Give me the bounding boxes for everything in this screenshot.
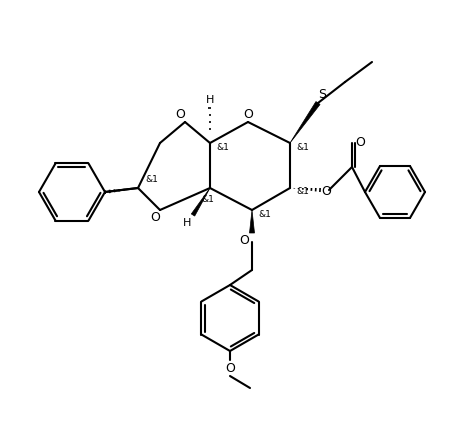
- Text: &1: &1: [216, 144, 229, 153]
- Polygon shape: [249, 210, 254, 233]
- Text: H: H: [205, 95, 214, 105]
- Text: &1: &1: [258, 210, 271, 219]
- Text: &1: &1: [296, 143, 309, 152]
- Text: &1: &1: [296, 187, 309, 196]
- Text: &1: &1: [145, 176, 158, 184]
- Text: O: O: [243, 109, 253, 121]
- Text: O: O: [175, 107, 185, 121]
- Text: O: O: [320, 185, 330, 199]
- Text: O: O: [354, 136, 364, 150]
- Text: H: H: [182, 218, 191, 228]
- Text: S: S: [317, 89, 325, 101]
- Text: O: O: [150, 211, 160, 225]
- Polygon shape: [289, 101, 319, 143]
- Text: &1: &1: [201, 196, 214, 204]
- Text: O: O: [225, 362, 234, 374]
- Polygon shape: [191, 188, 210, 216]
- Text: O: O: [238, 234, 248, 248]
